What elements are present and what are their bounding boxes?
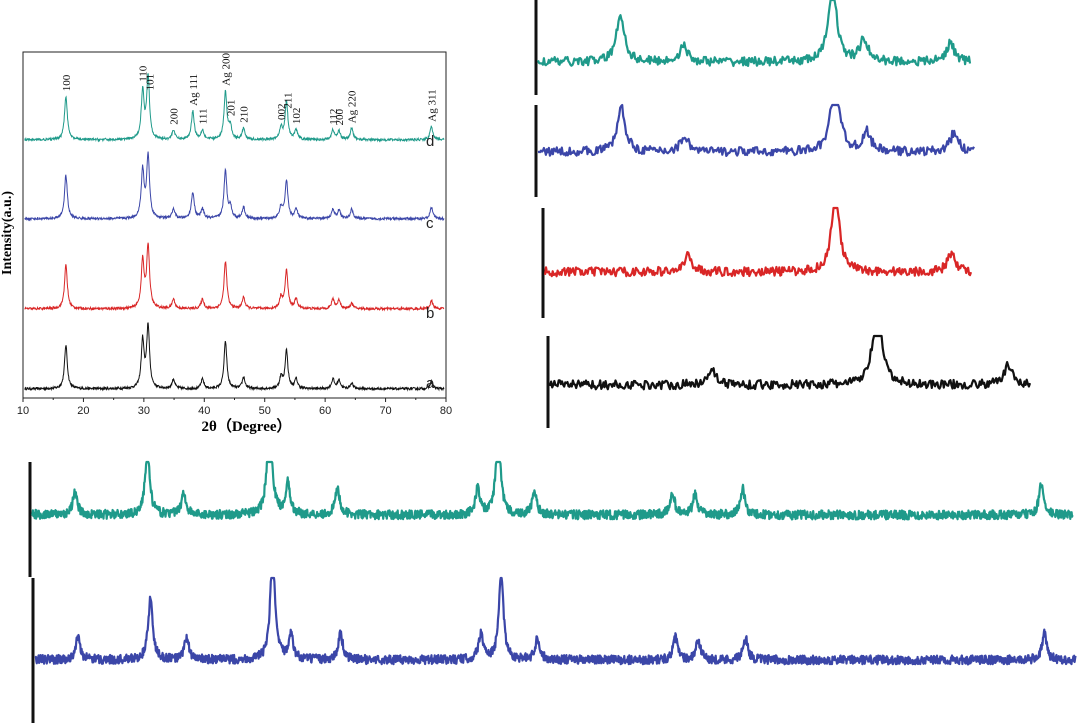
series-label-c: c (426, 215, 434, 232)
peak-label: Ag 220 (347, 90, 359, 123)
x-tick-label: 20 (77, 405, 89, 417)
main-chart: 10 20 30 40 50 60 70 80 2θ（Degree） Intensity(a.u.… (0, 51, 452, 435)
x-tick-label: 80 (440, 405, 452, 417)
peak-label: Ag 200 (220, 53, 232, 86)
series-label-a: a (426, 375, 435, 392)
zoom-panel-line-a (548, 334, 1032, 391)
peak-label: 201 (225, 100, 237, 117)
series-label-d: d (426, 133, 434, 150)
peak-label: 210 (239, 106, 251, 123)
peak-label: 002 (276, 104, 288, 121)
zoom-panel-line-d (536, 0, 972, 68)
peak-label: Ag 311 (427, 89, 439, 121)
x-tick-label: 50 (259, 405, 271, 417)
peak-label: 111 (198, 109, 210, 125)
y-axis-title: Intensity(a.u.) (0, 191, 15, 275)
zoomed-strips (28, 460, 1077, 723)
zoom-panel-line-c (537, 103, 975, 157)
x-axis-title: 2θ（Degree） (201, 417, 291, 435)
series-line-b (24, 242, 445, 312)
series-line-a (24, 322, 445, 392)
peak-label: Ag 111 (188, 74, 200, 106)
zoom-panels (534, 0, 1032, 428)
series-label-b: b (426, 305, 434, 322)
peak-label: 200 (169, 108, 181, 125)
peak-label: 112 (328, 109, 340, 125)
peak-label: 110 (138, 65, 150, 82)
x-tick-label: 40 (198, 405, 210, 417)
x-tick-label: 10 (17, 405, 29, 417)
peak-label: 101 (144, 74, 156, 91)
peak-label: 211 (283, 93, 295, 109)
peak-label: 200 (334, 109, 346, 126)
zoom-panel-line-b (543, 206, 973, 278)
strip-line-d (30, 460, 1074, 521)
x-tick-label: 60 (319, 405, 331, 417)
x-tick-label: 30 (138, 405, 150, 417)
strip-line-c (34, 576, 1077, 666)
series-line-d (24, 73, 445, 143)
peak-label: 100 (61, 74, 73, 91)
series-line-c (24, 151, 445, 222)
peak-label: 102 (291, 108, 303, 125)
x-tick-label: 70 (379, 405, 391, 417)
